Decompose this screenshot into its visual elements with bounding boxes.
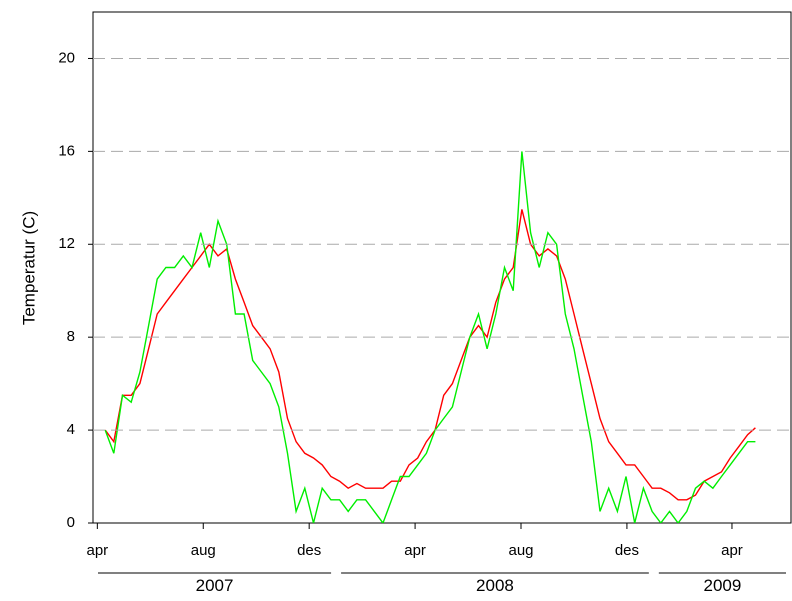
y-tick-label: 16: [58, 142, 75, 159]
y-tick-label: 20: [58, 49, 75, 66]
x-tick-label: apr: [86, 542, 108, 559]
x-tick-label: des: [297, 542, 321, 559]
x-tick-label: aug: [191, 542, 216, 559]
plot-frame: [92, 11, 792, 524]
temperature-line: [104, 209, 756, 501]
y-tick-label: 12: [58, 235, 75, 252]
year-label: 2007: [196, 576, 234, 595]
year-label: 2009: [704, 576, 742, 595]
x-tick-label: des: [615, 542, 639, 559]
x-tick-label: apr: [404, 542, 426, 559]
x-tick-label: aug: [508, 542, 533, 559]
year-label: 2008: [476, 576, 514, 595]
y-tick-label: 4: [67, 421, 75, 438]
y-axis-label: Temperatur (C): [19, 211, 38, 325]
y-tick-label: 0: [67, 514, 75, 531]
x-tick-label: apr: [721, 542, 743, 559]
plot-area: [104, 151, 756, 523]
temperature-line: [104, 151, 756, 523]
y-tick-label: 8: [67, 328, 75, 345]
